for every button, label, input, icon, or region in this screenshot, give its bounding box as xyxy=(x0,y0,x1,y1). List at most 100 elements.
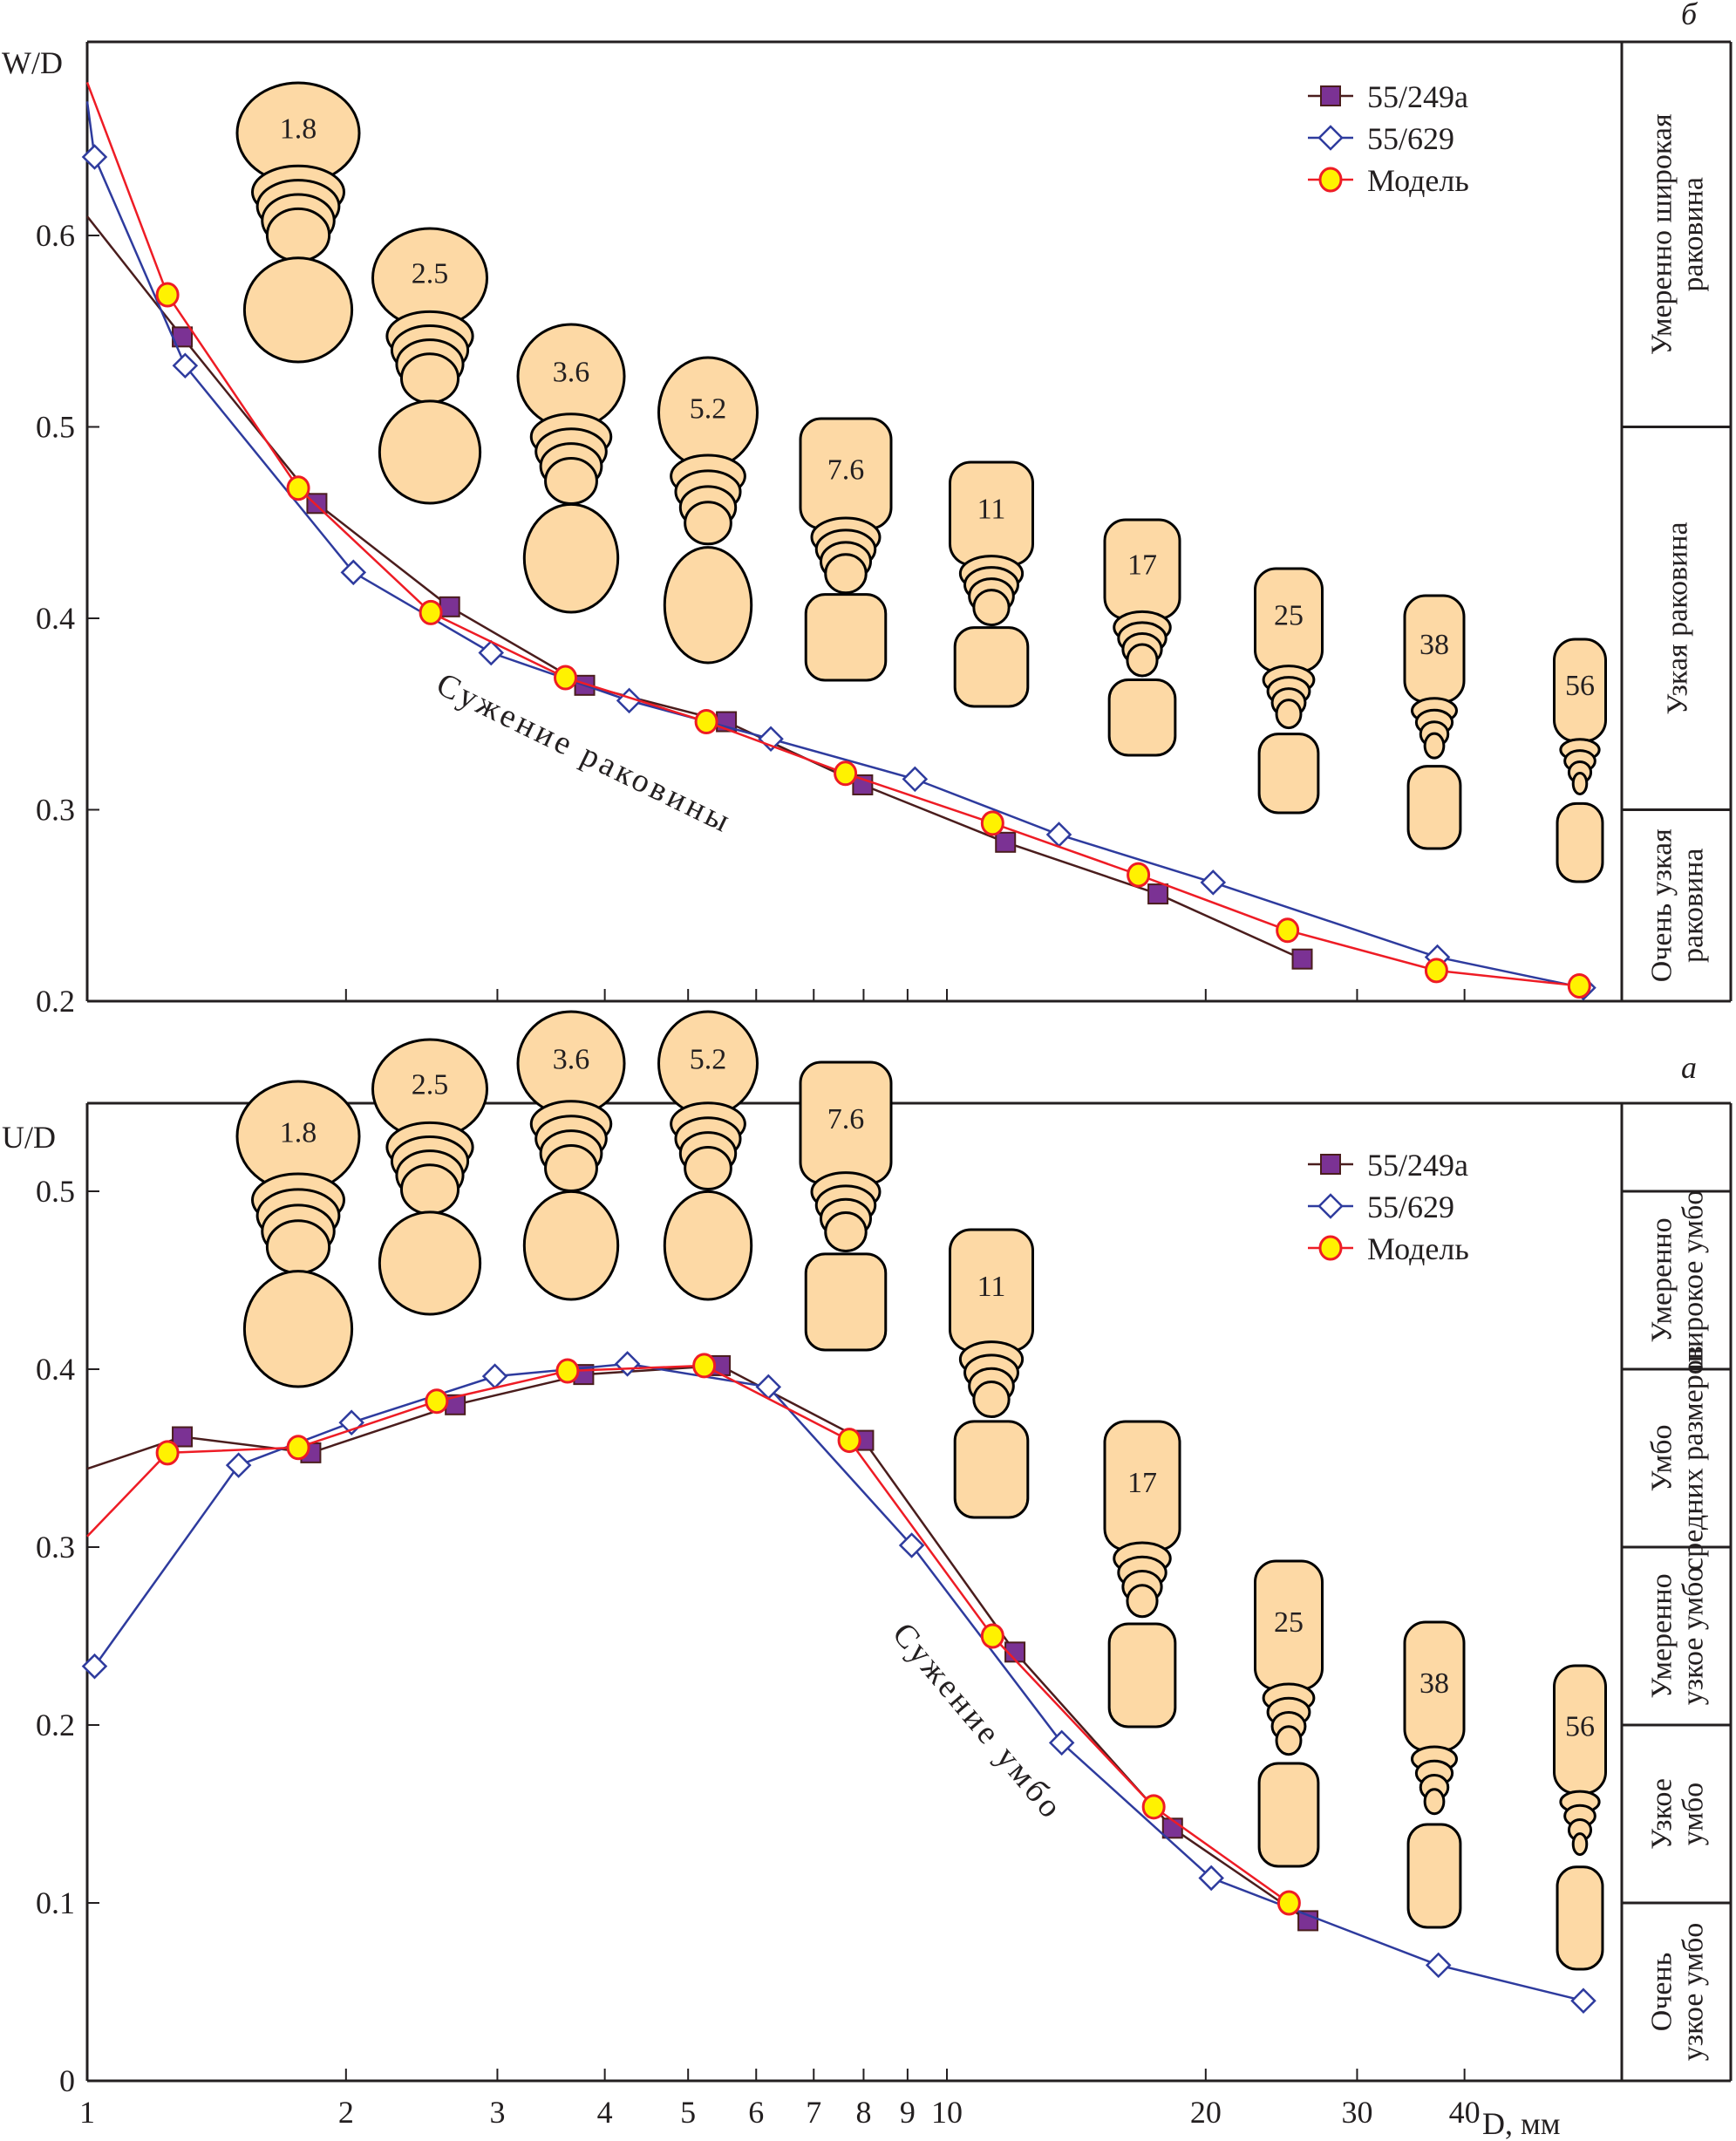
shell-inner-whorl xyxy=(972,1381,1011,1419)
shell-lower-whorl xyxy=(522,502,620,614)
data-point xyxy=(1200,869,1227,896)
category-label-line: широкое умбо xyxy=(1678,1190,1710,1371)
panel-a-letter: а xyxy=(1681,1050,1697,1085)
legend-item: 55/629 xyxy=(1308,1190,1454,1224)
shell-diameter-label: 7.6 xyxy=(827,1103,865,1135)
y-tick-label: 0.3 xyxy=(36,1530,75,1565)
shell-cross-section: 5.2 xyxy=(657,356,759,665)
legend-label: 55/249а xyxy=(1367,79,1468,114)
category-label-line: раковина xyxy=(1678,177,1710,291)
legend-item: 55/629 xyxy=(1308,121,1454,156)
shell-inner-whorl xyxy=(1423,732,1446,760)
category-label-line: Очень xyxy=(1646,1953,1678,2031)
data-point xyxy=(340,559,367,586)
shell-inner-whorl xyxy=(1126,643,1159,678)
shell-cross-section: 56 xyxy=(1553,638,1607,883)
data-point xyxy=(834,760,858,787)
shell-diameter-label: 5.2 xyxy=(690,392,727,425)
panel-a-shells: 1.8 2.5 3.6 5.2 7.6 11 17 25 38 56 xyxy=(235,1010,1607,1971)
series-square xyxy=(86,1354,1319,1932)
shell-lower-whorl xyxy=(1257,1762,1320,1868)
x-tick-label: 5 xyxy=(680,2095,696,2130)
shell-cross-section: 56 xyxy=(1553,1664,1607,1971)
y-tick-label: 0.5 xyxy=(36,1174,75,1209)
x-tick-label: 9 xyxy=(900,2095,916,2130)
shell-lower-whorl xyxy=(953,1420,1030,1519)
panel-b-y-axis: 0.2 0.3 0.4 0.5 0.6 xyxy=(36,218,99,1019)
shell-cross-section: 25 xyxy=(1254,1559,1324,1868)
shell-lower-whorl xyxy=(378,1210,482,1316)
data-point xyxy=(172,352,199,379)
legend-marker xyxy=(1318,167,1343,193)
shell-lower-whorl xyxy=(1556,801,1604,883)
legend-marker xyxy=(1317,125,1344,151)
category-label-line: умбо xyxy=(1678,1783,1710,1845)
shell-inner-whorl xyxy=(1126,1584,1159,1619)
shell-diameter-label: 1.8 xyxy=(280,1116,317,1149)
shell-inner-whorl xyxy=(684,501,732,546)
data-point xyxy=(1147,883,1169,905)
data-point xyxy=(1424,958,1448,984)
panel-b-series xyxy=(81,81,1596,1001)
panel-b-letter: б xyxy=(1681,0,1699,31)
data-point xyxy=(898,1532,925,1558)
category-label: Умеренноширокое умбо xyxy=(1646,1190,1710,1371)
data-point xyxy=(425,1388,449,1415)
y-tick-label: 0.6 xyxy=(36,218,75,253)
series-line xyxy=(86,1364,1309,1922)
shell-lower-whorl xyxy=(378,399,482,505)
shell-diameter-label: 38 xyxy=(1419,1667,1449,1700)
data-point xyxy=(1276,917,1300,944)
data-point xyxy=(81,144,108,170)
shell-inner-whorl xyxy=(1571,1832,1589,1857)
panel-a-frame xyxy=(85,1101,1733,2083)
shell-inner-whorl xyxy=(824,1211,868,1253)
shell-cross-section: 3.6 xyxy=(516,1010,626,1301)
x-tick-label: 30 xyxy=(1341,2095,1372,2130)
shell-diameter-label: 25 xyxy=(1274,600,1304,632)
shell-diameter-label: 3.6 xyxy=(553,1043,590,1075)
y-tick-label: 0.4 xyxy=(36,601,75,636)
data-point xyxy=(1425,1952,1452,1979)
data-point xyxy=(1276,1890,1301,1916)
series-line xyxy=(86,1364,1290,1905)
shell-lower-whorl xyxy=(1406,765,1462,850)
shell-inner-whorl xyxy=(1275,699,1303,730)
y-tick-label: 0.5 xyxy=(36,410,75,445)
category-label: Умеренно широкаяраковина xyxy=(1646,113,1710,355)
panel-a-series xyxy=(81,1351,1596,2014)
y-tick-label: 0.4 xyxy=(36,1352,75,1387)
shell-lower-whorl xyxy=(663,1190,753,1301)
panel-a-legend: 55/249а 55/629 Модель xyxy=(1308,1148,1469,1266)
data-point xyxy=(902,766,929,793)
data-point xyxy=(155,1440,180,1466)
data-point xyxy=(1291,948,1313,970)
legend-marker xyxy=(1320,85,1341,106)
shell-diameter-label: 1.8 xyxy=(280,113,317,145)
shell-diameter-label: 2.5 xyxy=(412,257,449,290)
data-point xyxy=(554,665,578,691)
y-tick-label: 0 xyxy=(59,2063,75,2098)
shell-cross-section: 3.6 xyxy=(516,323,626,614)
x-tick-label: 10 xyxy=(931,2095,963,2130)
shell-diameter-label: 11 xyxy=(977,494,1006,526)
shell-diameter-label: 17 xyxy=(1127,549,1157,581)
panel-a-annotation: Сужение умбо xyxy=(885,1616,1071,1828)
data-point xyxy=(1004,1641,1026,1663)
category-label: Умеренноузкое умбо xyxy=(1646,1567,1710,1706)
data-point xyxy=(439,596,460,617)
panel-b-shells: 1.8 2.5 3.6 5.2 7.6 11 17 25 38 56 xyxy=(235,81,1607,883)
shell-inner-whorl xyxy=(399,352,460,405)
category-label: Узкоеумбо xyxy=(1646,1778,1710,1850)
panel-b-chart: б 1.8 2.5 3.6 5.2 7.6 11 17 25 38 56 0.2 0.3 0.4 0.5… xyxy=(2,0,1733,1019)
x-tick-label: 2 xyxy=(338,2095,354,2130)
shell-diameter-label: 2.5 xyxy=(412,1068,449,1101)
data-point xyxy=(1048,1729,1075,1756)
shell-cross-section: 7.6 xyxy=(799,1060,893,1352)
data-point xyxy=(81,1653,108,1680)
shell-diameter-label: 11 xyxy=(977,1271,1006,1303)
shell-inner-whorl xyxy=(544,456,598,505)
category-label-line: Умеренно xyxy=(1646,1573,1678,1698)
